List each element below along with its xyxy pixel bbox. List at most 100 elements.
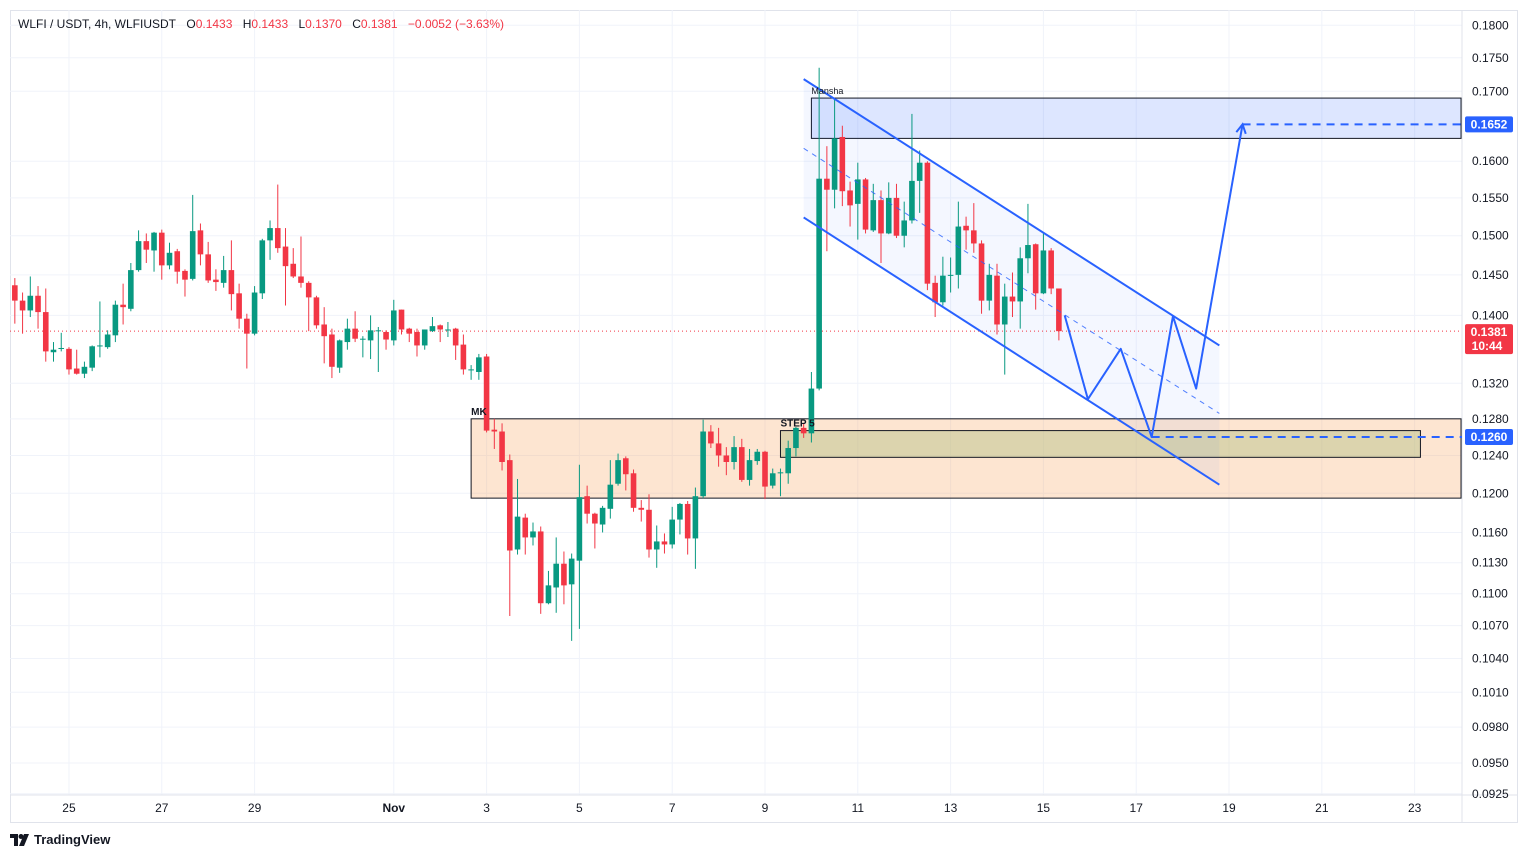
candle[interactable]	[143, 233, 150, 263]
candle[interactable]	[506, 454, 513, 616]
candle[interactable]	[646, 494, 652, 558]
candle[interactable]	[189, 194, 196, 281]
candle[interactable]	[321, 307, 327, 364]
candle[interactable]	[460, 334, 467, 375]
candle[interactable]	[677, 502, 683, 535]
candle[interactable]	[104, 330, 111, 349]
candle[interactable]	[205, 241, 211, 283]
candle[interactable]	[885, 182, 892, 235]
candle[interactable]	[994, 263, 1000, 335]
candle[interactable]	[305, 281, 312, 332]
candle[interactable]	[112, 300, 119, 343]
candle[interactable]	[166, 242, 173, 270]
candle[interactable]	[669, 506, 675, 549]
candle[interactable]	[932, 275, 938, 318]
candle[interactable]	[50, 342, 57, 362]
candle[interactable]	[228, 240, 235, 311]
candle[interactable]	[1009, 272, 1016, 318]
candle[interactable]	[963, 216, 969, 250]
candle[interactable]	[785, 440, 792, 484]
zone-mansha[interactable]	[810, 97, 1462, 139]
candle[interactable]	[375, 326, 382, 372]
candle[interactable]	[692, 487, 699, 569]
candle[interactable]	[313, 295, 320, 329]
candle[interactable]	[1025, 203, 1031, 274]
candle[interactable]	[870, 183, 877, 232]
candle[interactable]	[739, 438, 745, 482]
candle[interactable]	[135, 230, 142, 272]
candle[interactable]	[831, 98, 838, 209]
candle[interactable]	[344, 318, 351, 350]
candle[interactable]	[499, 423, 505, 471]
candle[interactable]	[847, 181, 853, 227]
candle[interactable]	[352, 311, 358, 343]
candle[interactable]	[298, 236, 304, 288]
candle[interactable]	[244, 313, 250, 369]
candle[interactable]	[568, 553, 575, 641]
candle[interactable]	[909, 113, 915, 224]
candle[interactable]	[383, 330, 389, 350]
candle[interactable]	[723, 447, 730, 476]
candle[interactable]	[746, 448, 753, 486]
candle[interactable]	[267, 220, 273, 260]
candle[interactable]	[754, 448, 761, 465]
candle[interactable]	[236, 283, 242, 329]
candle[interactable]	[182, 269, 188, 297]
candle[interactable]	[1048, 248, 1054, 295]
candle[interactable]	[816, 67, 822, 391]
candle[interactable]	[360, 336, 366, 358]
candle[interactable]	[653, 525, 660, 568]
zone-step-5[interactable]	[779, 430, 1421, 458]
candle[interactable]	[537, 526, 544, 614]
candle[interactable]	[483, 353, 490, 433]
candle[interactable]	[1001, 283, 1008, 375]
candle[interactable]	[661, 533, 668, 554]
channel-middle-line[interactable]	[803, 147, 1220, 414]
candle[interactable]	[808, 371, 815, 443]
candle[interactable]	[429, 317, 436, 332]
candle[interactable]	[259, 238, 266, 300]
candle[interactable]	[800, 423, 807, 438]
candle[interactable]	[793, 426, 799, 457]
candle[interactable]	[120, 283, 126, 325]
candle[interactable]	[1017, 247, 1024, 329]
candle[interactable]	[978, 240, 985, 314]
candle[interactable]	[522, 513, 529, 555]
tradingview-brand[interactable]: TradingView	[10, 832, 110, 847]
projection-path[interactable]	[1063, 124, 1244, 438]
candle[interactable]	[576, 464, 583, 629]
candle[interactable]	[824, 146, 830, 252]
candle[interactable]	[398, 309, 405, 335]
candle[interactable]	[592, 512, 598, 549]
candle[interactable]	[715, 427, 722, 467]
candle[interactable]	[329, 328, 335, 379]
candle[interactable]	[158, 229, 165, 280]
candle[interactable]	[599, 505, 606, 533]
candle[interactable]	[638, 500, 645, 522]
candle[interactable]	[81, 361, 88, 379]
candle[interactable]	[421, 329, 428, 350]
channel-lower-line[interactable]	[803, 216, 1220, 486]
candle[interactable]	[916, 150, 923, 213]
candle[interactable]	[893, 183, 900, 239]
candle[interactable]	[615, 453, 621, 486]
candle[interactable]	[1040, 233, 1047, 295]
candle[interactable]	[174, 248, 181, 284]
candle[interactable]	[924, 161, 931, 291]
candle[interactable]	[769, 468, 776, 489]
candle[interactable]	[731, 436, 737, 470]
candle[interactable]	[839, 125, 846, 207]
candle[interactable]	[561, 551, 567, 605]
candle[interactable]	[553, 537, 559, 613]
channel-upper-line[interactable]	[803, 78, 1220, 347]
candle[interactable]	[220, 255, 227, 288]
candle[interactable]	[42, 288, 49, 362]
candle[interactable]	[762, 450, 768, 500]
candle[interactable]	[197, 223, 204, 266]
candle[interactable]	[855, 162, 861, 240]
candle[interactable]	[251, 286, 258, 336]
candle[interactable]	[468, 365, 474, 380]
candle[interactable]	[545, 570, 552, 605]
candle[interactable]	[12, 278, 18, 324]
